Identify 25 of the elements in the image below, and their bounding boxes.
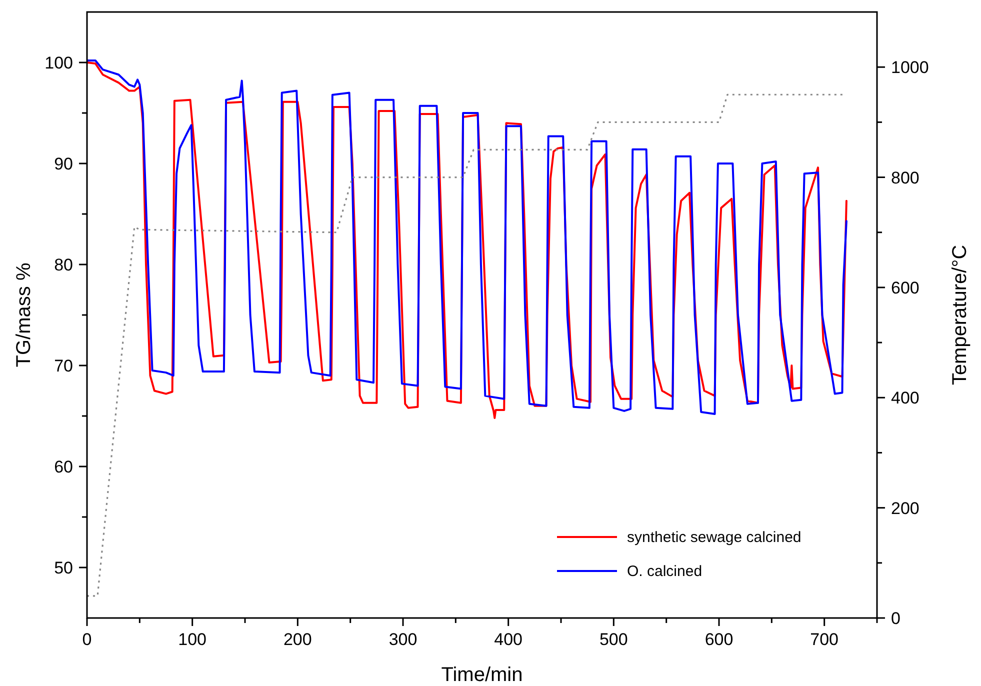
x-tick-label: 600 <box>704 630 734 649</box>
y2-axis-title: Temperature/°C <box>949 244 971 386</box>
y-tick-label: 80 <box>54 256 73 274</box>
x-tick-label: 200 <box>283 630 312 649</box>
y2-tick-label: 200 <box>891 498 920 518</box>
y2-tick-label: 600 <box>891 278 920 298</box>
y2-tick-label: 400 <box>891 388 920 408</box>
y-tick-label: 60 <box>54 458 73 476</box>
y-axis-title: TG/mass % <box>13 262 35 368</box>
x-tick-label: 400 <box>494 630 523 649</box>
y-tick-label: 100 <box>44 54 73 72</box>
y2-tick-label: 0 <box>891 609 900 628</box>
legend-label: synthetic sewage calcined <box>627 529 802 546</box>
x-tick-label: 100 <box>178 630 207 649</box>
x-axis-title: Time/min <box>441 664 523 686</box>
x-tick-label: 700 <box>810 630 839 649</box>
y-tick-label: 90 <box>54 154 73 174</box>
y2-tick-label: 1000 <box>891 58 929 78</box>
x-tick-label: 500 <box>599 630 628 649</box>
x-tick-label: 300 <box>388 630 418 649</box>
y-tick-label: 50 <box>54 558 73 578</box>
legend-label: O. calcined <box>627 563 702 580</box>
y2-tick-label: 800 <box>891 168 920 188</box>
y-tick-label: 70 <box>54 356 73 376</box>
x-tick-label: 0 <box>82 630 92 649</box>
